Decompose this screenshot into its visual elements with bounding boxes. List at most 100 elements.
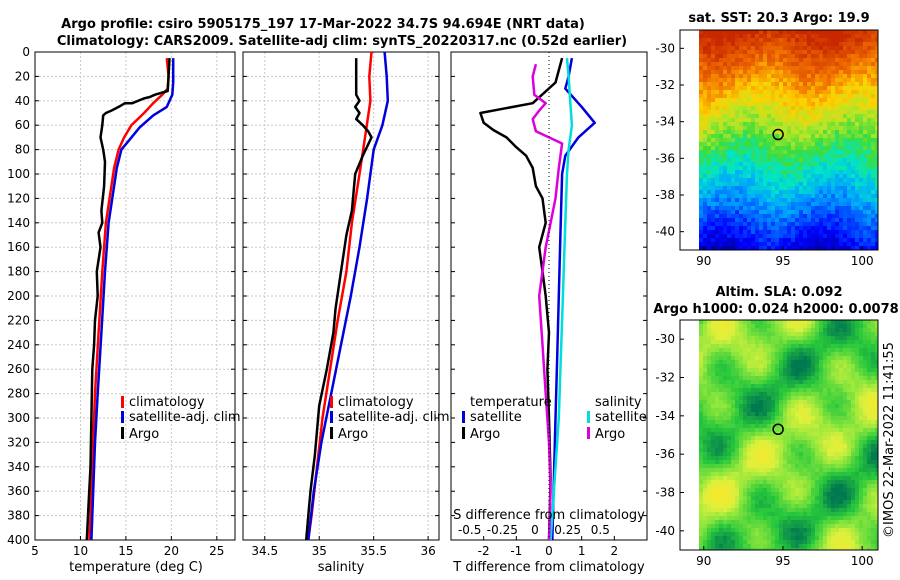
sla-cell [855,348,860,353]
sla-cell [855,380,860,385]
sst-cell [815,122,820,127]
sst-cell [859,70,864,75]
sla-cell [703,516,708,521]
sla-cell [839,444,844,449]
sla-cell [759,496,764,501]
sst-cell [855,70,860,75]
sla-cell [855,512,860,517]
sst-cell [751,38,756,43]
sst-cell [755,86,760,91]
sst-cell [787,114,792,119]
sst-cell [751,186,756,191]
sst-cell [727,158,732,163]
sla-cell [783,464,788,469]
sst-cell [867,178,872,183]
sla-cell [823,488,828,493]
sst-cell [823,242,828,247]
sla-cell [771,396,776,401]
sla-cell [779,504,784,509]
sla-cell [727,476,732,481]
sst-cell [787,78,792,83]
sst-cell [851,102,856,107]
sst-cell [791,34,796,39]
sst-cell [847,198,852,203]
sst-cell [827,154,832,159]
sst-cell [835,42,840,47]
sla-cell [847,480,852,485]
sst-cell [707,142,712,147]
sst-cell [835,166,840,171]
sla-cell [787,416,792,421]
sst-cell [799,210,804,215]
sst-cell [875,198,878,203]
sla-cell [723,336,728,341]
sst-cell [823,222,828,227]
sst-cell [715,134,720,139]
sst-cell [791,58,796,63]
sst-cell [791,106,796,111]
sst-cell [707,194,712,199]
sst-cell [827,182,832,187]
sst-cell [851,150,856,155]
sst-cell [727,126,732,131]
sst-cell [843,226,848,231]
sst-cell [811,242,816,247]
sla-cell [839,456,844,461]
sst-cell [827,222,832,227]
sst-cell [827,38,832,43]
sst-cell [875,50,878,55]
sst-cell [759,110,764,115]
sst-cell [855,218,860,223]
sla-cell [747,324,752,329]
sst-cell [787,98,792,103]
sla-cell [807,516,812,521]
sla-cell [835,320,840,325]
sla-cell [871,448,876,453]
sla-cell [747,328,752,333]
sst-cell [747,174,752,179]
sla-cell [855,444,860,449]
sla-cell [699,348,704,353]
sla-cell [799,336,804,341]
sla-cell [839,408,844,413]
sst-cell [759,246,764,250]
sst-cell [747,110,752,115]
sst-cell [703,78,708,83]
sst-cell [799,74,804,79]
sst-cell [867,150,872,155]
sst-cell [867,202,872,207]
sla-cell [739,412,744,417]
sst-cell [731,138,736,143]
sst-cell [767,66,772,71]
sla-cell [871,372,876,377]
sst-cell [755,50,760,55]
sst-cell [819,174,824,179]
sst-cell [795,94,800,99]
sst-cell [795,54,800,59]
sst-cell [771,122,776,127]
sla-cell [771,512,776,517]
sst-cell [747,242,752,247]
sla-cell [827,384,832,389]
sst-cell [855,154,860,159]
sst-cell [807,66,812,71]
sst-cell [791,102,796,107]
sla-cell [875,396,878,401]
sst-cell [743,198,748,203]
sla-cell [727,352,732,357]
sla-cell [807,392,812,397]
sla-cell [727,364,732,369]
sla-cell [763,376,768,381]
sla-cell [783,384,788,389]
sst-cell [823,90,828,95]
sst-cell [847,202,852,207]
sst-cell [759,198,764,203]
sla-cell [859,400,864,405]
sla-cell [731,416,736,421]
sst-cell [719,178,724,183]
sla-cell [703,456,708,461]
sla-cell [867,500,872,505]
sst-cell [723,214,728,219]
sla-cell [707,512,712,517]
sla-cell [859,512,864,517]
